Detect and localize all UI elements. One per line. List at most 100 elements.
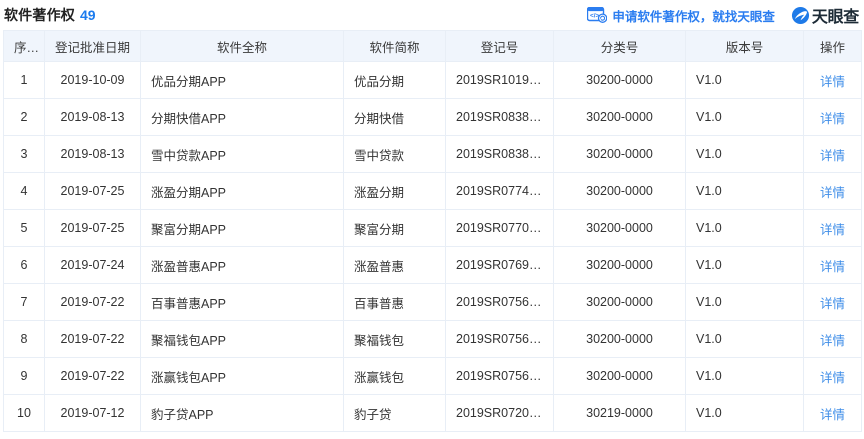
cell-fullname: 优品分期APP xyxy=(140,61,344,99)
promo-text: 申请软件著作权，就找天眼查 xyxy=(612,9,775,24)
cell-date: 2019-10-09 xyxy=(44,61,141,99)
detail-link[interactable]: 详情 xyxy=(819,296,845,311)
cell-version: V1.0 xyxy=(685,209,804,247)
cell-action: 详情 xyxy=(803,135,862,173)
detail-link[interactable]: 详情 xyxy=(819,259,845,274)
cell-index: 9 xyxy=(3,357,45,395)
cell-index: 3 xyxy=(3,135,45,173)
cell-fullname: 涨盈普惠APP xyxy=(140,246,344,284)
cell-index: 8 xyxy=(3,320,45,358)
cell-date: 2019-07-22 xyxy=(44,283,141,321)
table-header-row: 序号 登记批准日期 软件全称 软件简称 登记号 分类号 版本号 操作 xyxy=(3,30,862,62)
cell-version: V1.0 xyxy=(685,172,804,210)
cell-fullname: 豹子贷APP xyxy=(140,394,344,432)
column-header-index: 序号 xyxy=(3,30,45,62)
column-header-version: 版本号 xyxy=(685,30,804,62)
cell-regno: 2019SR0756555 xyxy=(445,320,554,358)
cell-action: 详情 xyxy=(803,172,862,210)
brand-name: 天眼查 xyxy=(811,9,859,26)
column-header-action: 操作 xyxy=(803,30,862,62)
cell-version: V1.0 xyxy=(685,135,804,173)
cell-index: 6 xyxy=(3,246,45,284)
column-header-classno: 分类号 xyxy=(553,30,686,62)
cell-classno: 30200-0000 xyxy=(553,209,686,247)
brand-logo[interactable]: 天眼查 xyxy=(783,3,859,27)
column-header-fullname: 软件全称 xyxy=(140,30,344,62)
cell-classno: 30200-0000 xyxy=(553,283,686,321)
cell-index: 1 xyxy=(3,61,45,99)
cell-fullname: 聚福钱包APP xyxy=(140,320,344,358)
column-header-date: 登记批准日期 xyxy=(44,30,141,62)
table-row: 10 2019-07-12 豹子贷APP 豹子贷 2019SR0720733 30219-… xyxy=(3,394,862,432)
column-header-shortname: 软件简称 xyxy=(343,30,446,62)
cell-regno: 2019SR0838606 xyxy=(445,135,554,173)
detail-link[interactable]: 详情 xyxy=(819,148,845,163)
cell-date: 2019-07-24 xyxy=(44,246,141,284)
cell-version: V1.0 xyxy=(685,246,804,284)
cell-shortname: 涨赢钱包 xyxy=(343,357,446,395)
cell-index: 10 xyxy=(3,394,45,432)
cell-regno: 2019SR0769115 xyxy=(445,246,554,284)
cell-date: 2019-07-22 xyxy=(44,357,141,395)
cell-regno: 2019SR0774555 xyxy=(445,172,554,210)
cell-regno: 2019SR0770528 xyxy=(445,209,554,247)
cell-index: 4 xyxy=(3,172,45,210)
table-row: 2 2019-08-13 分期快借APP 分期快借 2019SR0838512 30200… xyxy=(3,98,862,136)
detail-link[interactable]: 详情 xyxy=(819,333,845,348)
cell-index: 2 xyxy=(3,98,45,136)
page-title: 软件著作权 49 xyxy=(2,5,96,25)
cell-version: V1.0 xyxy=(685,283,804,321)
cell-regno: 2019SR0756562 xyxy=(445,283,554,321)
table-row: 3 2019-08-13 雪中贷款APP 雪中贷款 2019SR0838606 30200… xyxy=(3,135,862,173)
cell-shortname: 分期快借 xyxy=(343,98,446,136)
cell-action: 详情 xyxy=(803,98,862,136)
cell-date: 2019-07-22 xyxy=(44,320,141,358)
cell-classno: 30200-0000 xyxy=(553,246,686,284)
cell-index: 5 xyxy=(3,209,45,247)
detail-link[interactable]: 详情 xyxy=(819,370,845,385)
svg-text:</>: </> xyxy=(590,13,600,20)
table-row: 7 2019-07-22 百事普惠APP 百事普惠 2019SR0756562 30200… xyxy=(3,283,862,321)
detail-link[interactable]: 详情 xyxy=(819,222,845,237)
cell-fullname: 分期快借APP xyxy=(140,98,344,136)
column-header-regno: 登记号 xyxy=(445,30,554,62)
promo-area: </> 申请软件著作权，就找天眼查 天眼查 xyxy=(587,3,862,27)
cell-fullname: 雪中贷款APP xyxy=(140,135,344,173)
cell-index: 7 xyxy=(3,283,45,321)
detail-link[interactable]: 详情 xyxy=(819,111,845,126)
detail-link[interactable]: 详情 xyxy=(819,185,845,200)
cell-regno: 2019SR0756741 xyxy=(445,357,554,395)
cell-regno: 2019SR1019329 xyxy=(445,61,554,99)
cell-classno: 30200-0000 xyxy=(553,61,686,99)
cell-version: V1.0 xyxy=(685,357,804,395)
cell-shortname: 豹子贷 xyxy=(343,394,446,432)
promo-link[interactable]: </> 申请软件著作权，就找天眼查 xyxy=(587,6,775,25)
copyright-table-container: 序号 登记批准日期 软件全称 软件简称 登记号 分类号 版本号 操作 1 2019… xyxy=(0,30,864,432)
cell-regno: 2019SR0838512 xyxy=(445,98,554,136)
cell-action: 详情 xyxy=(803,61,862,99)
cell-action: 详情 xyxy=(803,320,862,358)
cell-shortname: 涨盈分期 xyxy=(343,172,446,210)
code-window-icon: </> xyxy=(587,6,608,23)
cell-shortname: 优品分期 xyxy=(343,61,446,99)
table-row: 5 2019-07-25 聚富分期APP 聚富分期 2019SR0770528 30200… xyxy=(3,209,862,247)
table-row: 1 2019-10-09 优品分期APP 优品分期 2019SR1019329 30200… xyxy=(3,61,862,99)
table-header: 序号 登记批准日期 软件全称 软件简称 登记号 分类号 版本号 操作 xyxy=(3,30,862,62)
table-row: 9 2019-07-22 涨赢钱包APP 涨赢钱包 2019SR0756741 30200… xyxy=(3,357,862,395)
cell-date: 2019-08-13 xyxy=(44,135,141,173)
cell-fullname: 聚富分期APP xyxy=(140,209,344,247)
panel-header: 软件著作权 49 </> 申请软件著作权，就找天眼查 xyxy=(0,0,864,30)
cell-shortname: 聚福钱包 xyxy=(343,320,446,358)
cell-classno: 30200-0000 xyxy=(553,320,686,358)
record-count-badge: 49 xyxy=(80,7,96,23)
cell-version: V1.0 xyxy=(685,394,804,432)
table-row: 4 2019-07-25 涨盈分期APP 涨盈分期 2019SR0774555 30200… xyxy=(3,172,862,210)
cell-date: 2019-07-25 xyxy=(44,172,141,210)
cell-action: 详情 xyxy=(803,283,862,321)
cell-classno: 30200-0000 xyxy=(553,135,686,173)
cell-fullname: 百事普惠APP xyxy=(140,283,344,321)
detail-link[interactable]: 详情 xyxy=(819,74,845,89)
cell-regno: 2019SR0720733 xyxy=(445,394,554,432)
table-row: 8 2019-07-22 聚福钱包APP 聚福钱包 2019SR0756555 30200… xyxy=(3,320,862,358)
detail-link[interactable]: 详情 xyxy=(819,407,845,422)
